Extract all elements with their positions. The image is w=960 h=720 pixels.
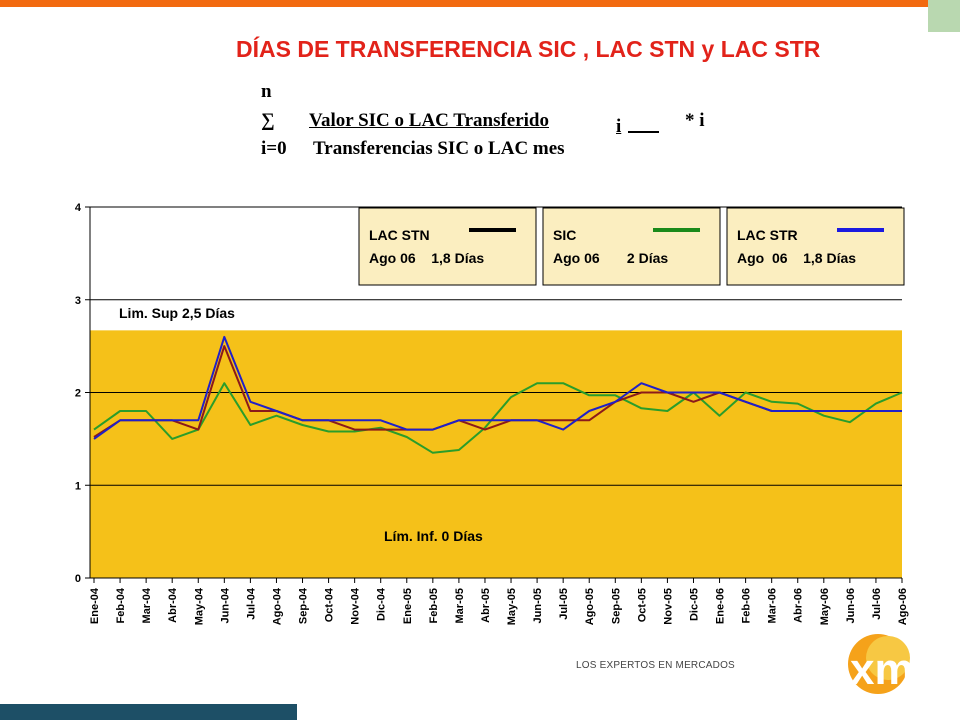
brand-tagline: LOS EXPERTOS EN MERCADOS: [576, 660, 735, 671]
lower-limit-label: Lím. Inf. 0 Días: [384, 528, 483, 544]
x-tick-label: May-06: [819, 588, 831, 625]
x-tick-label: Nov-05: [662, 588, 674, 625]
formula-sum-symbol: ∑: [261, 110, 275, 131]
y-tick-label: 1: [75, 480, 81, 492]
legend-series-value: Ago 06 1,8 Días: [737, 250, 856, 266]
slide-title: DÍAS DE TRANSFERENCIA SIC , LAC STN y LA…: [236, 36, 821, 62]
x-tick-label: Jun-04: [219, 587, 231, 623]
x-tick-label: Sep-04: [298, 587, 310, 624]
corner-decoration: [928, 0, 960, 32]
series-line-sic: [93, 382, 903, 454]
legend-box: [358, 207, 537, 286]
x-tick-label: Ene-06: [715, 588, 727, 624]
top-accent-bar: [0, 0, 928, 7]
x-tick-label: Feb-06: [741, 588, 753, 623]
legend-series-name: LAC STR: [737, 227, 798, 243]
svg-text:xm: xm: [850, 645, 914, 694]
x-tick-label: Jul-04: [245, 587, 257, 620]
plot-band: [90, 330, 902, 578]
x-tick-label: Abr-04: [167, 587, 179, 623]
x-tick-label: Ago-04: [271, 587, 283, 625]
legend-series-name: LAC STN: [369, 227, 430, 243]
x-tick-label: Dic-04: [376, 587, 388, 621]
formula-subscript: i: [616, 116, 622, 137]
x-tick-label: Nov-04: [350, 587, 362, 625]
formula-denominator: Transferencias SIC o LAC mes: [313, 138, 565, 159]
y-tick-label: 2: [75, 388, 81, 400]
formula-multiplier: * i: [685, 110, 705, 131]
x-tick-label: Jul-06: [871, 588, 883, 620]
x-tick-label: Mar-05: [454, 588, 466, 623]
y-tick-label: 3: [75, 295, 81, 307]
x-tick-label: Ago-06: [897, 588, 909, 625]
legend-series-value: Ago 06 1,8 Días: [369, 250, 484, 266]
formula-upper-limit: n: [261, 81, 272, 102]
x-tick-label: Abr-06: [793, 588, 805, 623]
x-tick-label: Mar-04: [141, 587, 153, 623]
x-tick-label: Feb-05: [428, 588, 440, 623]
x-tick-label: Oct-04: [324, 587, 336, 622]
y-tick-label: 4: [75, 202, 82, 214]
x-tick-label: Ene-04: [89, 587, 101, 624]
x-tick-label: Jun-06: [845, 588, 857, 623]
x-tick-label: Sep-05: [610, 588, 622, 624]
legend-box: [542, 207, 721, 286]
x-tick-label: Abr-05: [480, 588, 492, 623]
x-tick-label: Dic-05: [688, 588, 700, 621]
x-tick-label: May-05: [506, 588, 518, 625]
x-tick-label: Oct-05: [636, 588, 648, 622]
formula-numerator: Valor SIC o LAC Transferido: [309, 110, 549, 131]
formula-lower-limit: i=0: [261, 138, 287, 159]
x-tick-label: Feb-04: [115, 587, 127, 623]
xm-logo: xm: [848, 634, 914, 694]
legend-box: [726, 207, 905, 286]
x-tick-label: Ago-05: [584, 588, 596, 625]
formula-fraction-line: [628, 131, 659, 133]
brand-footer: LOS EXPERTOS EN MERCADOS xm: [576, 628, 946, 698]
x-tick-label: May-04: [193, 587, 205, 625]
series-line-lac-str: [93, 335, 902, 440]
x-tick-label: Jul-05: [558, 588, 570, 620]
legend-series-value: Ago 06 2 Días: [553, 250, 668, 266]
x-tick-label: Jun-05: [532, 588, 544, 623]
footer-accent-bar: [0, 704, 297, 720]
x-tick-label: Mar-06: [767, 588, 779, 623]
legend-series-name: SIC: [553, 227, 576, 243]
y-tick-label: 0: [75, 573, 81, 585]
x-tick-label: Ene-05: [402, 588, 414, 624]
upper-limit-label: Lim. Sup 2,5 Días: [119, 305, 235, 321]
